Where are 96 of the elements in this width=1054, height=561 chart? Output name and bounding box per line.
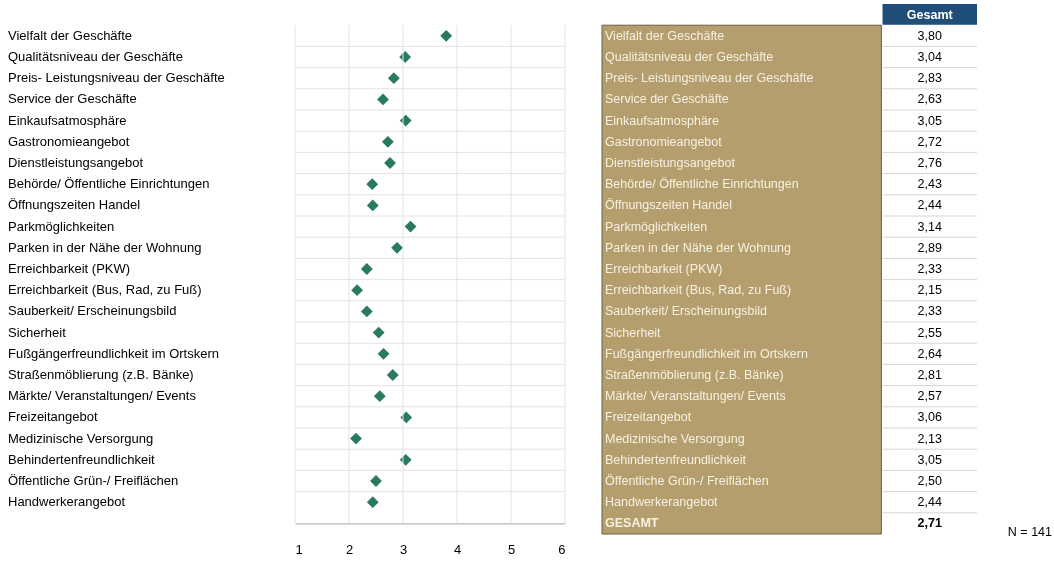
data-label: 2,89 [917, 240, 942, 255]
y-tick-label: Behindertenfreundlichkeit [605, 452, 747, 467]
point [387, 72, 400, 85]
category-label: Qualitätsniveau der Geschäfte [8, 49, 183, 64]
y-tick-label: Behörde/ Öffentliche Einrichtungen [605, 177, 799, 192]
point [351, 284, 364, 297]
y-tick-label: Service der Geschäfte [605, 92, 729, 107]
point [350, 432, 362, 445]
data-label: 2,15 [917, 283, 942, 298]
category-label: Vielfalt der Geschäfte [8, 27, 133, 43]
data-label: 2,64 [917, 346, 942, 361]
category-label: Erreichbarkeit (Bus, Rad, zu Fuß) [8, 282, 202, 298]
point [372, 326, 385, 339]
data-label: 3,04 [917, 50, 942, 64]
category-label: Parkmöglichkeiten [8, 218, 115, 234]
data-label: 2,63 [917, 92, 942, 107]
point [381, 135, 394, 148]
point [391, 241, 403, 254]
point [366, 178, 379, 191]
category-label: Sicherheit [8, 324, 66, 340]
category-label: Öffnungszeiten Handel [8, 197, 141, 213]
x-tick-label: 6 [558, 541, 566, 557]
category-label: Gastronomieangebot [8, 133, 130, 149]
data-label: 3,06 [917, 410, 942, 425]
y-tick-label: Vielfalt der Geschäfte [605, 28, 725, 43]
y-tick-label: Sicherheit [605, 325, 662, 340]
x-tick-label: 5 [507, 541, 516, 557]
y-tick-label: Straßenmöblierung (z.B. Bänke) [605, 368, 784, 382]
data-label: 2,76 [917, 156, 942, 170]
x-tick-label: 1 [295, 541, 303, 557]
data-label: 2,57 [917, 389, 942, 404]
point [404, 220, 417, 233]
category-label: Service der Geschäfte [8, 91, 137, 107]
data-label: 2,72 [917, 134, 942, 149]
category-label: Straßenmöblierung (z.B. Bänke) [8, 367, 194, 382]
y-tick-label: Märkte/ Veranstaltungen/ Events [605, 389, 786, 404]
data-label: 3,80 [917, 28, 942, 43]
category-label: Medizinische Versorgung [8, 430, 154, 446]
data-label: 3,05 [917, 452, 942, 467]
data-label: 2,81 [917, 368, 942, 382]
x-tick-label: 4 [453, 541, 462, 557]
point [440, 29, 453, 42]
x-tick-label: 2 [345, 541, 354, 557]
data-label: 2,43 [917, 177, 942, 192]
category-label: Öffentliche Grün-/ Freiflächen [8, 473, 179, 488]
data-label: 2,33 [917, 262, 942, 276]
y-tick-label: Qualitätsniveau der Geschäfte [605, 50, 774, 64]
y-tick-label: Öffnungszeiten Handel [605, 198, 732, 213]
text: N = 141 [1007, 524, 1053, 539]
category-label: Parken in der Nähe der Wohnung [8, 239, 202, 255]
y-tick-label: Fußgängerfreundlichkeit im Ortskern [605, 346, 808, 361]
data-label: 2,13 [917, 431, 942, 446]
point [366, 199, 379, 212]
point [373, 390, 386, 403]
category-label: Märkte/ Veranstaltungen/ Events [8, 388, 196, 404]
y-tick-label: Parkmöglichkeiten [605, 219, 708, 234]
y-tick-label: Erreichbarkeit (PKW) [605, 262, 723, 276]
data-label: 2,44 [917, 495, 942, 510]
y-tick-label: Erreichbarkeit (Bus, Rad, zu Fuß) [605, 283, 792, 298]
category-label: Erreichbarkeit (PKW) [8, 261, 131, 276]
y-tick-label: Gastronomieangebot [605, 134, 723, 149]
y-tick-label: Sauberkeit/ Erscheinungsbild [605, 304, 767, 319]
category-label: Dienstleistungsangebot [8, 155, 144, 170]
data-label: 2,55 [917, 325, 942, 340]
category-label: Preis- Leistungsniveau der Geschäfte [8, 70, 225, 86]
x-tick-label: 3 [399, 541, 408, 557]
data-label: 2,50 [917, 474, 942, 488]
point [366, 496, 379, 509]
data-label: 3,05 [917, 113, 942, 128]
data-label: 3,14 [917, 219, 942, 234]
category-label: Behörde/ Öffentliche Einrichtungen [8, 176, 210, 192]
category-label: Einkaufsatmosphäre [8, 112, 127, 128]
y-tick-label: Einkaufsatmosphäre [605, 113, 719, 128]
text: Gesamt [906, 7, 954, 22]
point [360, 305, 373, 318]
point [386, 369, 399, 381]
y-tick-label: Handwerkerangebot [605, 495, 719, 510]
point [360, 263, 373, 275]
y-tick-label: Medizinische Versorgung [605, 431, 745, 446]
data-label: 2,44 [917, 198, 942, 213]
y-tick-label: Freizeitangebot [605, 410, 692, 425]
y-tick-label: Öffentliche Grün-/ Freiflächen [605, 474, 769, 488]
y-tick-label: Parken in der Nähe der Wohnung [605, 240, 792, 255]
text: 2,71 [917, 516, 942, 531]
category-label: Handwerkerangebot [8, 494, 126, 510]
data-label: 2,83 [917, 71, 942, 86]
text: GESAMT [605, 516, 659, 531]
data-label: 2,33 [917, 304, 942, 319]
point [377, 93, 389, 106]
y-tick-label: Dienstleistungsangebot [605, 156, 736, 170]
category-label: Freizeitangebot [8, 409, 98, 425]
category-label: Sauberkeit/ Erscheinungsbild [8, 303, 177, 319]
category-label: Fußgängerfreundlichkeit im Ortskern [8, 345, 219, 361]
category-label: Behindertenfreundlichkeit [8, 451, 155, 467]
point [377, 347, 390, 360]
y-tick-label: Preis- Leistungsniveau der Geschäfte [605, 71, 814, 86]
